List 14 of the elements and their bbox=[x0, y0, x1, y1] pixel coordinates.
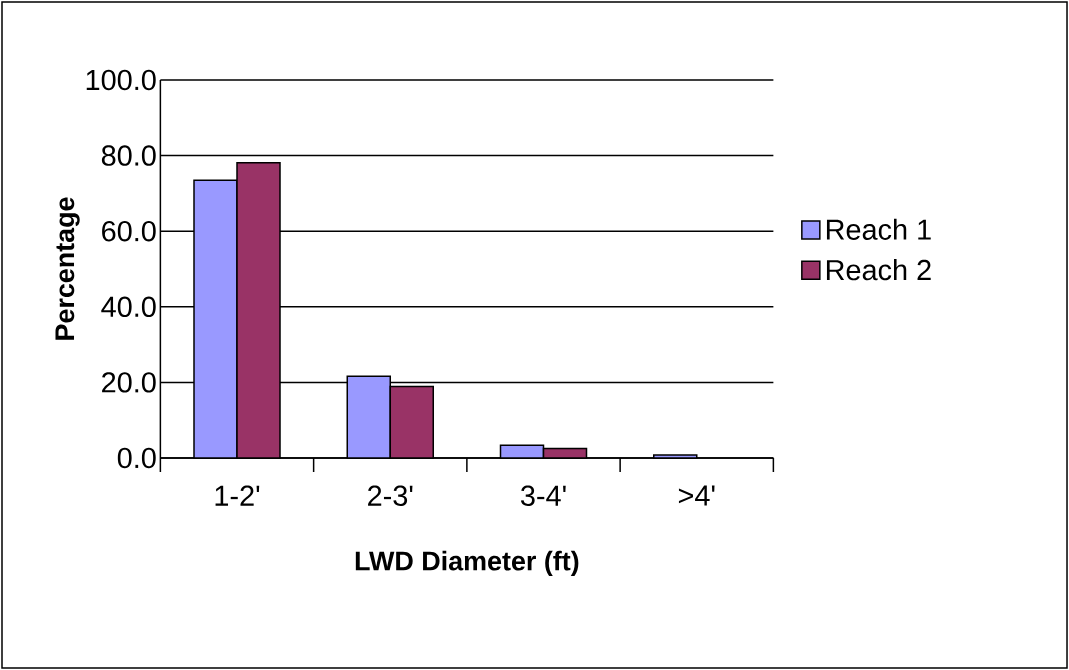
y-tick-label: 40.0 bbox=[101, 296, 156, 318]
y-tick-label: 20.0 bbox=[102, 372, 156, 393]
y-tick-label: 80.0 bbox=[101, 145, 156, 166]
legend-label: Reach 1 bbox=[826, 218, 931, 240]
x-tick-label: 3-4' bbox=[520, 485, 566, 506]
x-tick-label: >4' bbox=[678, 485, 715, 506]
x-axis-title: LWD Diameter (ft) bbox=[355, 550, 579, 576]
legend-label: Reach 2 bbox=[826, 259, 931, 281]
y-tick-label: 60.0 bbox=[102, 220, 156, 242]
y-tick-label: 0.0 bbox=[117, 447, 156, 469]
y-axis-title: Percentage bbox=[55, 197, 80, 340]
y-tick-label: 100.0 bbox=[86, 69, 156, 91]
x-tick-label: 1-2' bbox=[215, 485, 260, 506]
x-tick-label: 2-3' bbox=[368, 485, 413, 506]
